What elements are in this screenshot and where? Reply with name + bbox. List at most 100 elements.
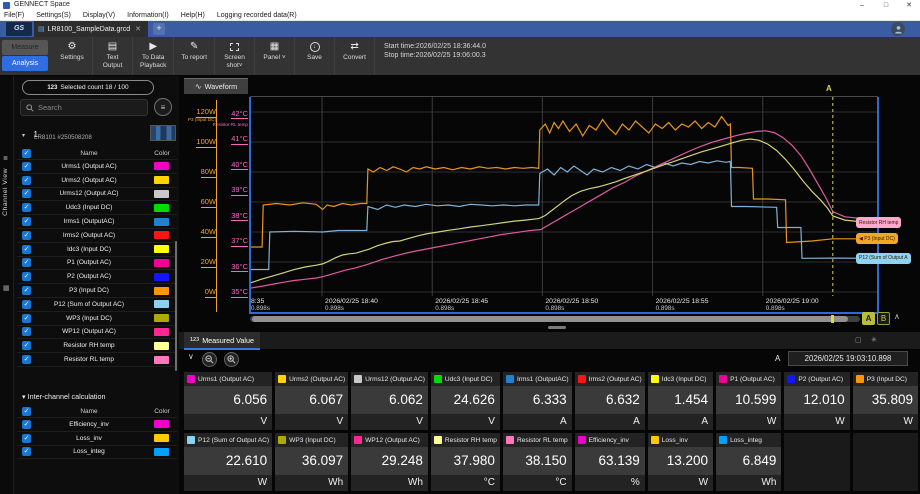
cursor-b-button[interactable]: B <box>877 312 890 325</box>
minimize-button[interactable]: – <box>854 0 870 11</box>
zoom-out-button[interactable] <box>202 352 217 367</box>
channel-tag-p3-input-dc-[interactable]: ◀ P3 (Input DC) <box>856 233 898 244</box>
table-row[interactable]: ✓P12 (Sum of Output AC) <box>17 298 177 312</box>
analysis-mode-button[interactable]: Analysis <box>2 56 48 71</box>
measured-card-udc3-input-dc-[interactable]: Udc3 (Input DC)24.626V <box>431 372 500 430</box>
channel-checkbox[interactable]: ✓ <box>22 245 31 254</box>
cursor-a-button[interactable]: A <box>862 312 875 325</box>
measured-card-resistor-rl-temp[interactable]: Resistor RL temp38.150°C <box>503 433 572 491</box>
channel-view-tab[interactable]: Channel View <box>2 168 9 216</box>
measured-card-efficiency_inv[interactable]: Efficiency_inv63.139% <box>575 433 645 491</box>
menu-item-file-f-[interactable]: File(F) <box>4 12 24 19</box>
measured-card-p2-output-ac-[interactable]: P2 (Output AC)12.010W <box>784 372 849 430</box>
table-row[interactable]: ✓Resistor RH temp <box>17 339 177 353</box>
panel-settings-icon[interactable]: ✳ <box>871 336 877 344</box>
toolbar-button-panel-[interactable]: ▦Panel ˅ <box>254 37 294 75</box>
table-row[interactable]: ✓Udc3 (Input DC) <box>17 201 177 215</box>
measured-card-urms2-output-ac-[interactable]: Urms2 (Output AC)6.067V <box>275 372 348 430</box>
measured-card-irms1-outputac-[interactable]: Irms1 (OutputAC)6.333A <box>503 372 572 430</box>
user-avatar[interactable] <box>891 22 905 36</box>
channel-checkbox[interactable]: ✓ <box>22 189 31 198</box>
toolbar-button-to-report[interactable]: ✎To report <box>173 37 214 75</box>
channel-color-swatch[interactable] <box>154 176 169 184</box>
grid-view-icon[interactable]: ▦ <box>3 284 10 292</box>
channel-checkbox[interactable]: ✓ <box>22 434 31 443</box>
device-group-row[interactable]: ▾ 1 LR8101 #250508208 <box>22 124 174 142</box>
channel-checkbox[interactable]: ✓ <box>22 420 31 429</box>
channel-checkbox[interactable]: ✓ <box>22 286 31 295</box>
channel-checkbox[interactable]: ✓ <box>22 327 31 336</box>
channel-color-swatch[interactable] <box>154 434 169 442</box>
channel-checkbox[interactable]: ✓ <box>22 258 31 267</box>
measured-card-resistor-rh-temp[interactable]: Resistor RH temp37.980°C <box>431 433 500 491</box>
measured-card-loss_inv[interactable]: Loss_inv13.200W <box>648 433 713 491</box>
calc-section-title[interactable]: ▾ Inter-channel calculation <box>22 392 106 401</box>
channel-checkbox[interactable]: ✓ <box>22 203 31 212</box>
channel-color-swatch[interactable] <box>154 448 169 456</box>
channel-color-swatch[interactable] <box>154 356 169 364</box>
measured-card-irms2-output-ac-[interactable]: Irms2 (Output AC)6.632A <box>575 372 645 430</box>
close-button[interactable]: ✕ <box>901 0 917 11</box>
channel-checkbox[interactable]: ✓ <box>22 447 31 456</box>
menu-item-settings-s-[interactable]: Settings(S) <box>36 12 71 19</box>
table-row[interactable]: ✓WP12 (Output AC) <box>17 326 177 340</box>
channel-checkbox[interactable]: ✓ <box>22 162 31 171</box>
table-row[interactable]: ✓Resistor RL temp <box>17 353 177 367</box>
toolbar-button-text-output[interactable]: ▤TextOutput <box>92 37 132 75</box>
document-tab[interactable]: ▤ LR8100_SampleData.grcd ✕ <box>34 21 148 37</box>
chevron-down-icon[interactable]: ▾ <box>22 133 25 139</box>
table-row[interactable]: ✓Urms2 (Output AC) <box>17 174 177 188</box>
waveform-chart[interactable] <box>250 97 878 296</box>
collapse-chevron-icon[interactable]: ∧ <box>894 312 900 321</box>
measured-card-p12-sum-of-output-ac-[interactable]: P12 (Sum of Output AC)22.610W <box>184 433 272 491</box>
table-row[interactable]: ✓Idc3 (Input DC) <box>17 243 177 257</box>
channel-checkbox[interactable]: ✓ <box>22 176 31 185</box>
waveform-scrollbar[interactable] <box>250 316 860 322</box>
table-row[interactable]: ✓Urms1 (Output AC) <box>17 160 177 174</box>
channel-checkbox[interactable]: ✓ <box>22 300 31 309</box>
channel-color-swatch[interactable] <box>154 342 169 350</box>
measured-card-wp12-output-ac-[interactable]: WP12 (Output AC)29.248Wh <box>351 433 428 491</box>
channel-color-swatch[interactable] <box>154 420 169 428</box>
toolbar-button-save[interactable]: ↓Save <box>294 37 334 75</box>
channel-checkbox[interactable]: ✓ <box>22 341 31 350</box>
channel-checkbox[interactable]: ✓ <box>22 314 31 323</box>
scrollbar-thumb[interactable] <box>252 316 848 322</box>
measured-card-urms1-output-ac-[interactable]: Urms1 (Output AC)6.056V <box>184 372 272 430</box>
table-row[interactable]: ✓P3 (Input DC) <box>17 284 177 298</box>
measured-card-p3-input-dc-[interactable]: P3 (Input DC)35.809W <box>853 372 918 430</box>
table-row[interactable]: ✓Efficiency_inv <box>17 418 177 432</box>
cursor-a-label[interactable]: A <box>826 84 832 93</box>
channel-tag-p12-sum-of-output-ac-[interactable]: P12 (Sum of Output A <box>856 253 911 264</box>
tab-close-icon[interactable]: ✕ <box>135 25 141 33</box>
tab-measured-value[interactable]: 123 Measured Value <box>184 332 260 350</box>
panel-drag-handle[interactable] <box>548 326 566 329</box>
table-row[interactable]: ✓P1 (Output AC) <box>17 257 177 271</box>
measure-mode-button[interactable]: Measure <box>2 40 48 55</box>
menu-item-help-h-[interactable]: Help(H) <box>181 12 205 19</box>
channel-checkbox[interactable]: ✓ <box>22 355 31 364</box>
channel-checkbox[interactable]: ✓ <box>22 272 31 281</box>
measured-card-idc3-input-dc-[interactable]: Idc3 (Input DC)1.454A <box>648 372 713 430</box>
table-row[interactable]: ✓Urms12 (Output AC) <box>17 188 177 202</box>
channel-color-swatch[interactable] <box>154 300 169 308</box>
measured-card-p1-output-ac-[interactable]: P1 (Output AC)10.599W <box>716 372 781 430</box>
channel-color-swatch[interactable] <box>154 314 169 322</box>
menu-item-information-i-[interactable]: Information(I) <box>127 12 169 19</box>
toolbar-button-settings[interactable]: ⚙Settings <box>52 37 92 75</box>
toolbar-button-screen-shot-[interactable]: Screenshot˅ <box>214 37 254 75</box>
table-row[interactable]: ✓P2 (Output AC) <box>17 270 177 284</box>
measured-card-wp3-input-dc-[interactable]: WP3 (Input DC)36.097Wh <box>275 433 348 491</box>
toolbar-button-to-data-playback[interactable]: ▶To DataPlayback <box>132 37 173 75</box>
measured-card-urms12-output-ac-[interactable]: Urms12 (Output AC)6.062V <box>351 372 428 430</box>
menu-item-display-v-[interactable]: Display(V) <box>83 12 115 19</box>
table-row[interactable]: ✓Irms1 (OutputAC) <box>17 215 177 229</box>
channel-color-swatch[interactable] <box>154 245 169 253</box>
header-checkbox[interactable]: ✓ <box>22 407 31 416</box>
channel-color-swatch[interactable] <box>154 273 169 281</box>
channel-color-swatch[interactable] <box>154 328 169 336</box>
tab-waveform[interactable]: ∿ Waveform <box>184 78 248 94</box>
toolbar-button-convert[interactable]: ⇄Convert <box>334 37 374 75</box>
channel-color-swatch[interactable] <box>154 218 169 226</box>
header-checkbox[interactable]: ✓ <box>22 149 31 158</box>
